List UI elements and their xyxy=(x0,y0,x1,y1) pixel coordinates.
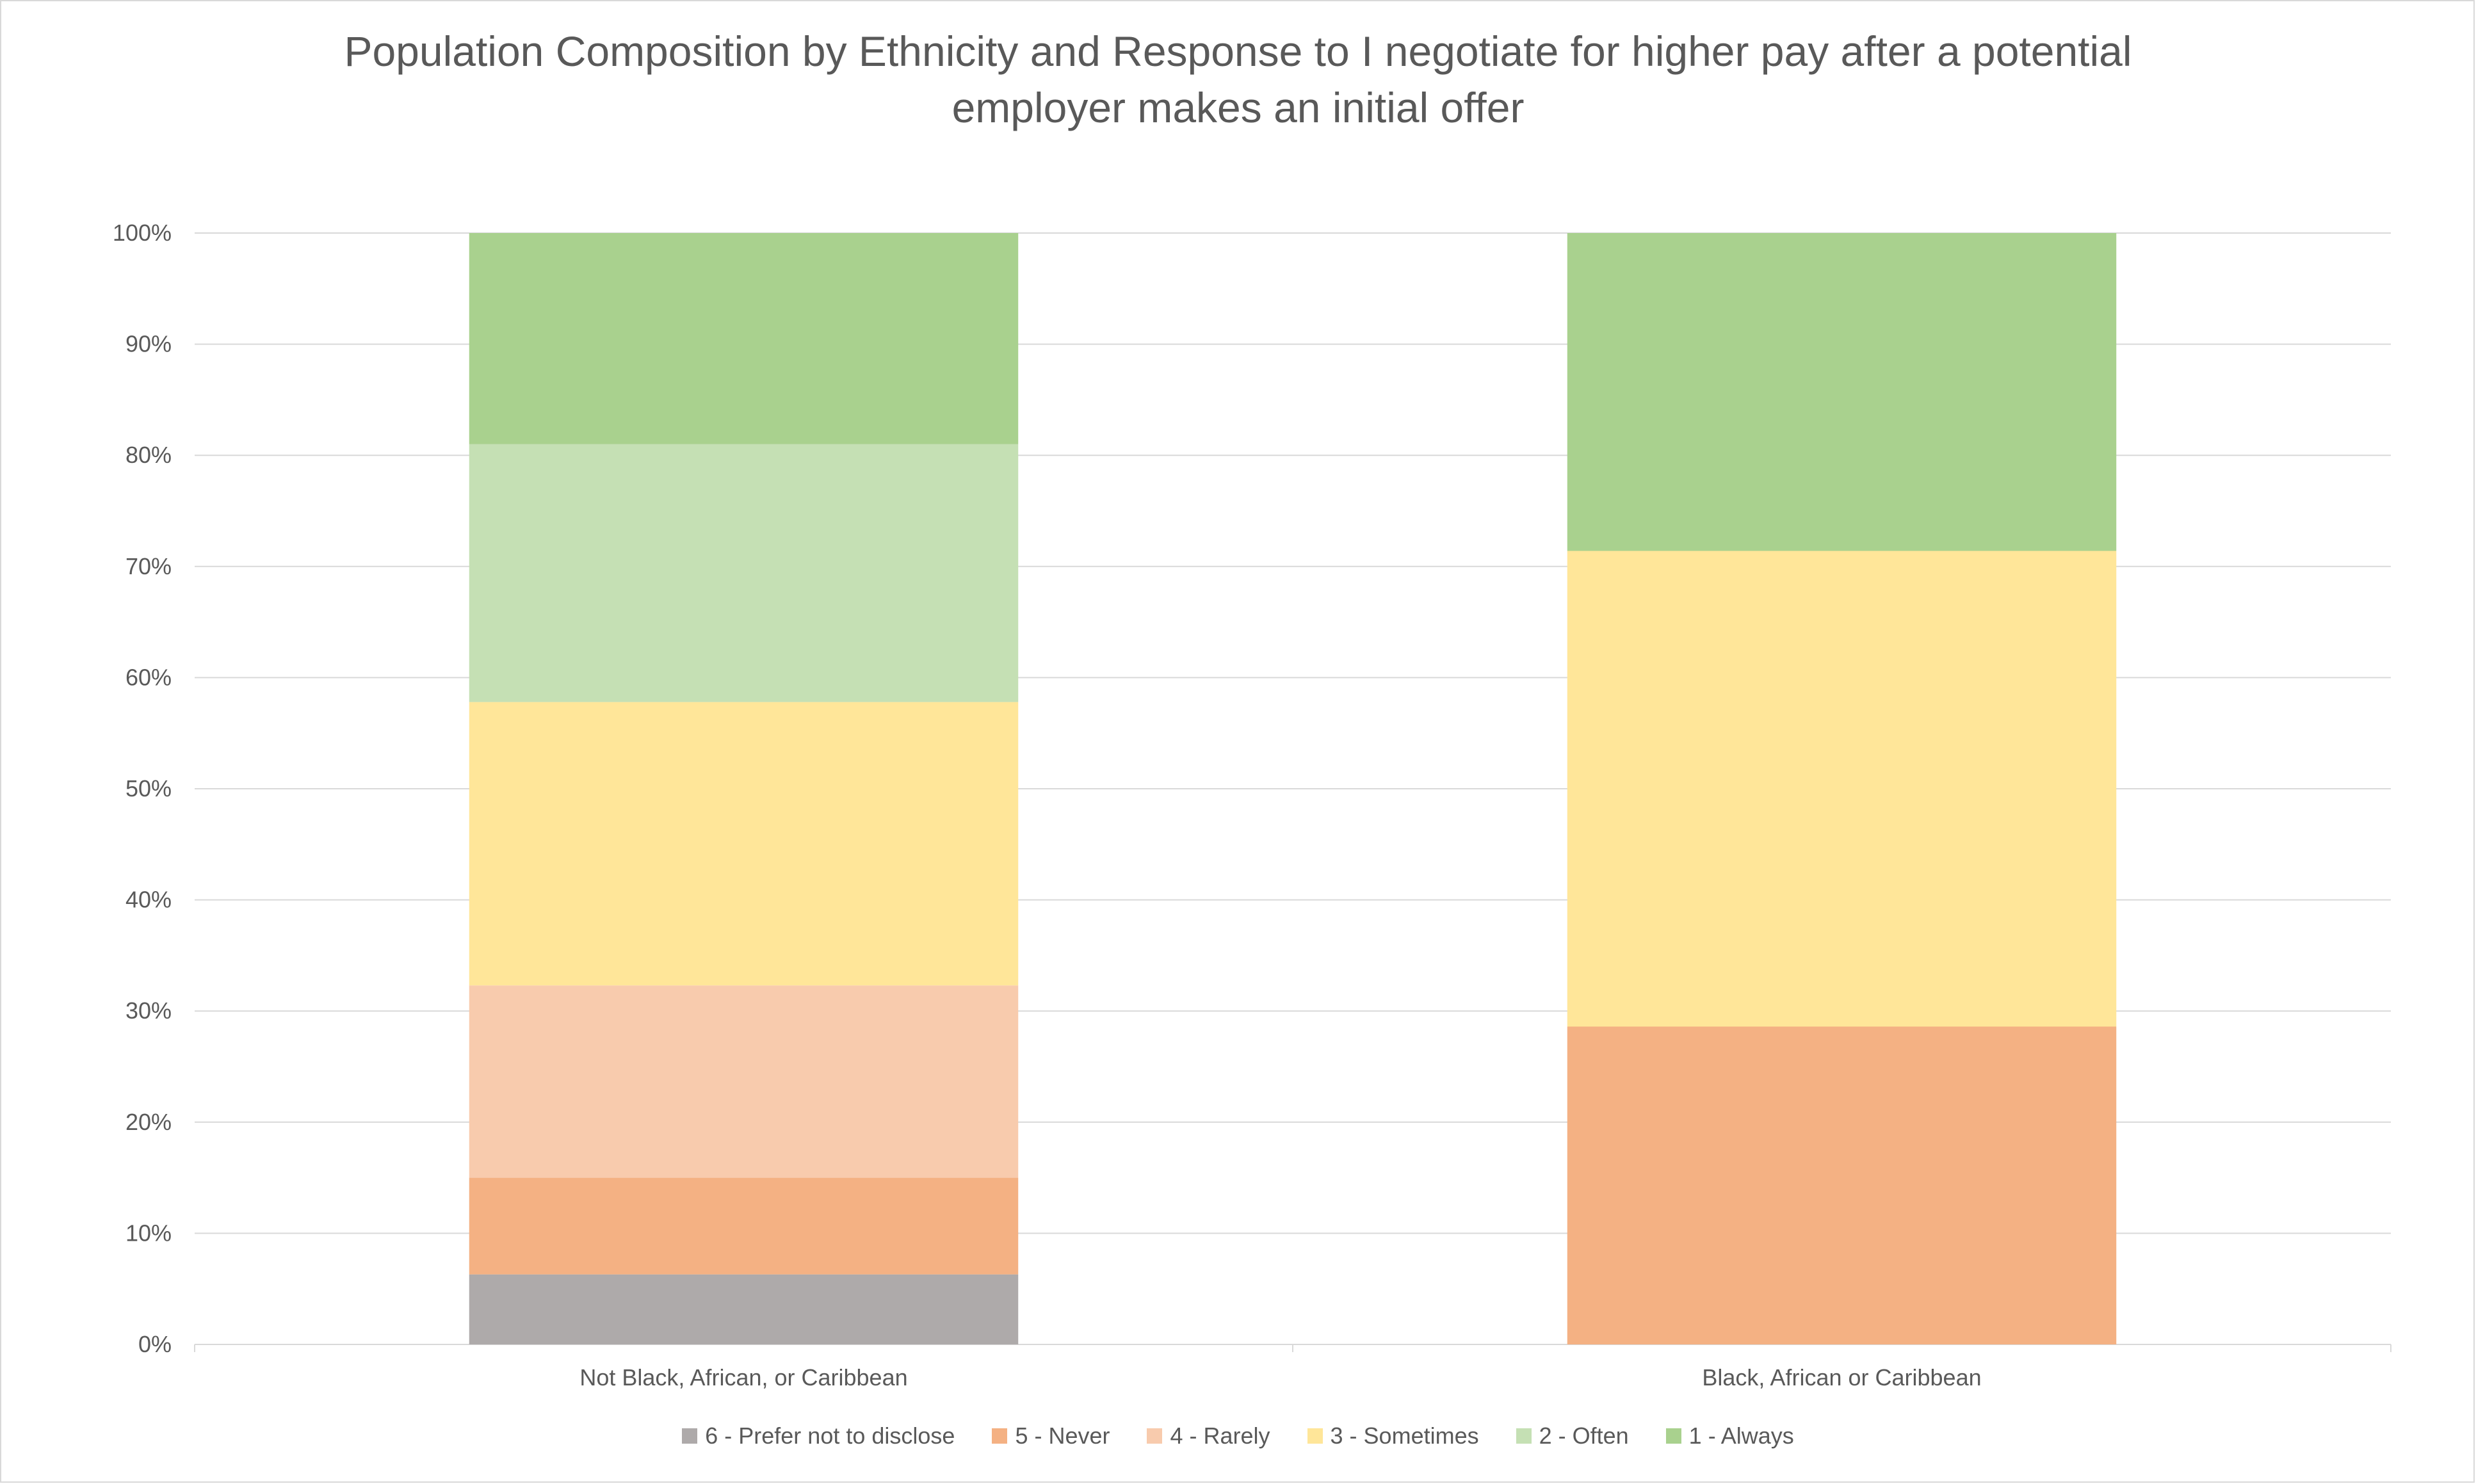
legend-label: 6 - Prefer not to disclose xyxy=(705,1423,955,1449)
legend-label: 3 - Sometimes xyxy=(1330,1423,1479,1449)
chart-legend: 6 - Prefer not to disclose 5 - Never 4 - R… xyxy=(0,1423,2476,1449)
y-tick-label: 30% xyxy=(125,997,172,1024)
y-tick-label: 90% xyxy=(125,331,172,357)
x-category-label: Not Black, African, or Caribbean xyxy=(579,1364,907,1391)
y-tick-label: 80% xyxy=(125,442,172,468)
legend-label: 1 - Always xyxy=(1688,1423,1794,1449)
legend-item: 2 - Often xyxy=(1516,1423,1629,1449)
legend-label: 5 - Never xyxy=(1015,1423,1110,1449)
bar-segment xyxy=(1567,1026,2117,1344)
chart-title-line-1: Population Composition by Ethnicity and … xyxy=(344,28,2132,75)
bar-segment xyxy=(469,702,1019,986)
y-tick-label: 70% xyxy=(125,553,172,579)
bar-segment xyxy=(1567,233,2117,551)
legend-label: 4 - Rarely xyxy=(1170,1423,1270,1449)
y-tick-label: 40% xyxy=(125,887,172,913)
legend-swatch xyxy=(682,1428,698,1444)
bar-segment xyxy=(469,1274,1019,1344)
legend-item: 4 - Rarely xyxy=(1147,1423,1270,1449)
chart-title-line-2: employer makes an initial offer xyxy=(951,84,1525,131)
y-tick-label: 10% xyxy=(125,1220,172,1246)
bar-segment xyxy=(469,444,1019,702)
legend-swatch xyxy=(1147,1428,1163,1444)
y-tick-label: 60% xyxy=(125,664,172,690)
legend-label: 2 - Often xyxy=(1539,1423,1629,1449)
legend-swatch xyxy=(992,1428,1008,1444)
y-tick-label: 20% xyxy=(125,1109,172,1135)
legend-item: 6 - Prefer not to disclose xyxy=(682,1423,955,1449)
y-tick-label: 0% xyxy=(138,1331,172,1357)
y-tick-label: 100% xyxy=(113,220,172,246)
y-tick-label: 50% xyxy=(125,775,172,802)
bar-segment xyxy=(469,985,1019,1178)
legend-swatch xyxy=(1516,1428,1532,1444)
legend-item: 5 - Never xyxy=(992,1423,1110,1449)
chart-title: Population Composition by Ethnicity and … xyxy=(0,23,2476,136)
legend-item: 1 - Always xyxy=(1665,1423,1794,1449)
x-category-label: Black, African or Caribbean xyxy=(1702,1364,1981,1391)
legend-swatch xyxy=(1665,1428,1681,1444)
legend-item: 3 - Sometimes xyxy=(1307,1423,1479,1449)
legend-swatch xyxy=(1307,1428,1323,1444)
bar-segment xyxy=(1567,551,2117,1027)
bar-segment xyxy=(469,233,1019,444)
bar-segment xyxy=(469,1177,1019,1275)
